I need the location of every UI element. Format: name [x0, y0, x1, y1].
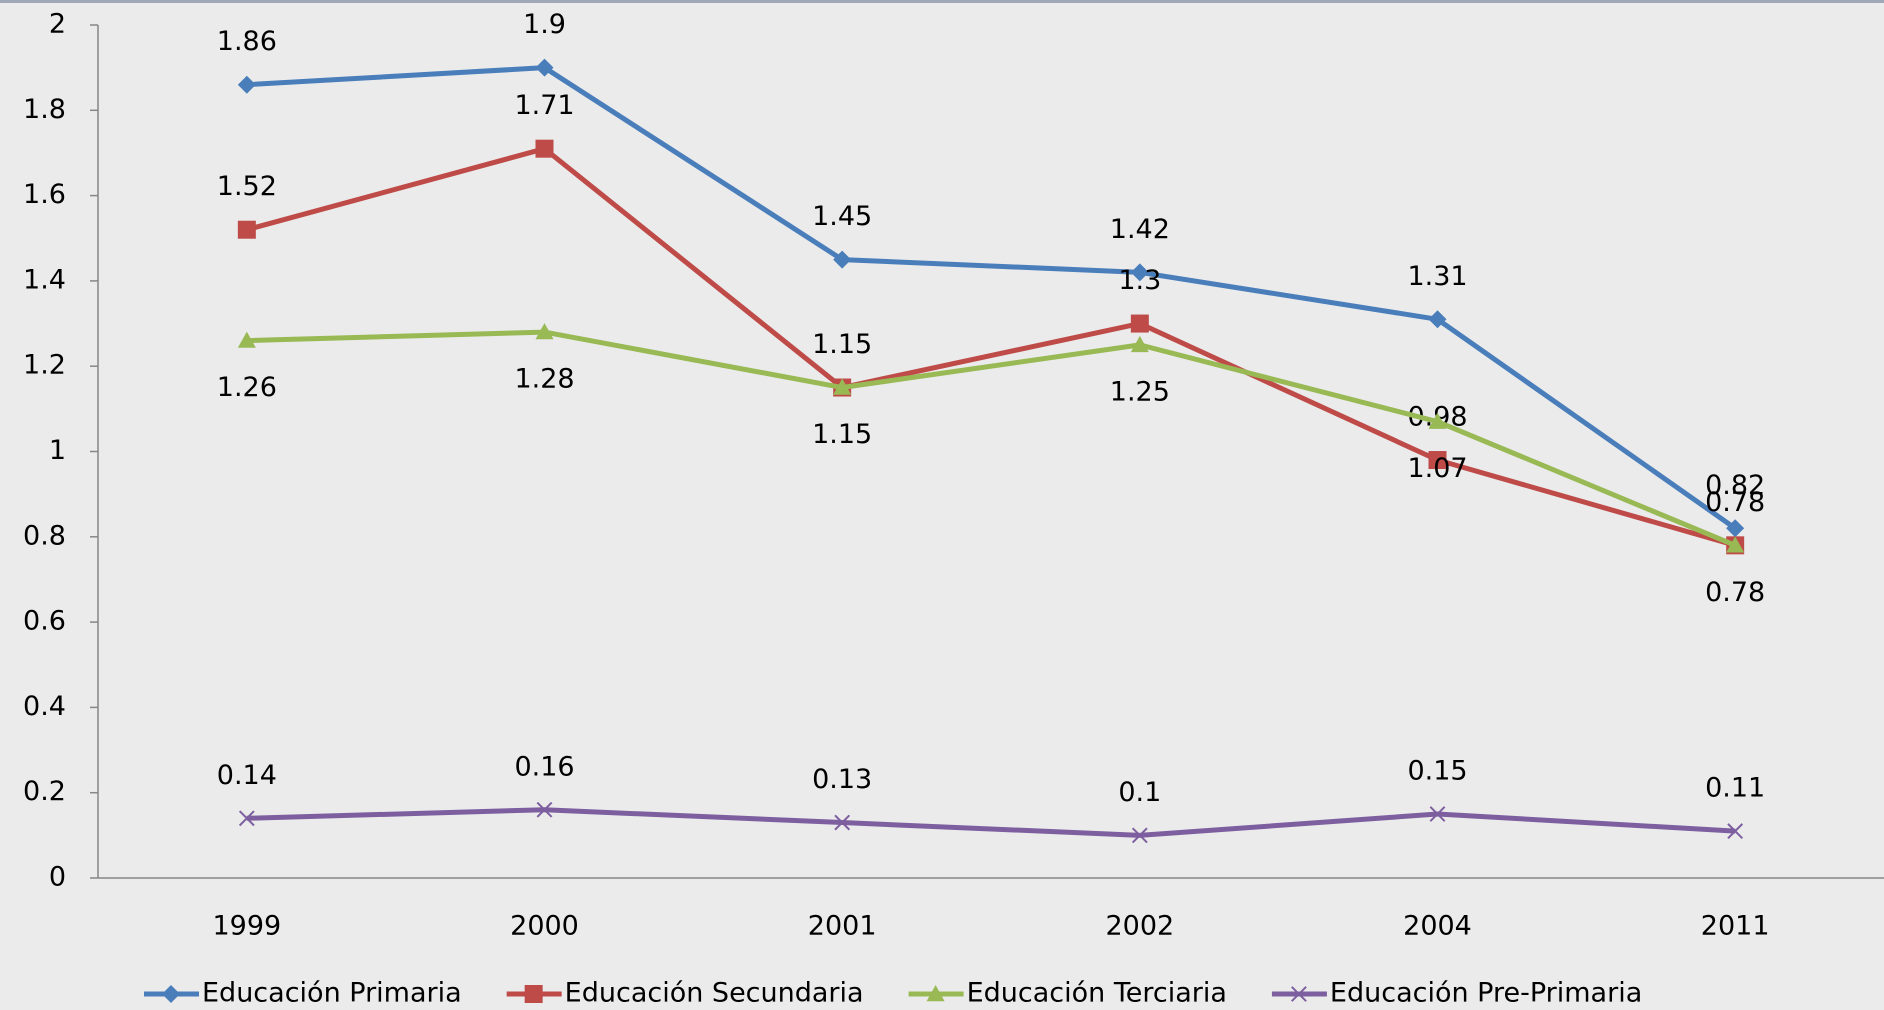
legend-label: Educación Secundaria — [565, 978, 864, 1009]
data-label: 0.78 — [1705, 577, 1765, 608]
marker — [535, 139, 554, 158]
x-tick-label: 2000 — [510, 911, 579, 942]
marker — [1428, 412, 1447, 429]
y-tick-label: 0.6 — [23, 606, 66, 637]
legend-label: Educación Terciaria — [967, 978, 1227, 1009]
marker — [535, 323, 554, 340]
data-label: 1.28 — [514, 364, 574, 395]
series-line — [246, 807, 1736, 838]
marker — [1291, 986, 1307, 1002]
marker — [1131, 827, 1148, 844]
data-label: 0.14 — [217, 760, 277, 791]
data-label: 0.15 — [1407, 756, 1467, 787]
y-tick-label: 0.8 — [23, 520, 66, 551]
marker — [536, 801, 553, 818]
marker — [535, 58, 554, 77]
series-line — [246, 329, 1737, 548]
y-tick-label: 1.6 — [23, 179, 66, 210]
data-label: 0.11 — [1705, 773, 1765, 804]
y-tick-label: 2 — [49, 9, 66, 40]
data-label: 1.07 — [1407, 453, 1467, 484]
data-label: 1.9 — [523, 9, 566, 40]
legend-label: Educación Pre-Primaria — [1330, 978, 1642, 1009]
data-label: 1.15 — [812, 329, 872, 360]
top-border — [0, 0, 1884, 3]
marker — [1727, 823, 1744, 839]
marker — [1428, 451, 1447, 470]
y-tick-label: 1.4 — [23, 264, 66, 295]
y-tick-label: 0.2 — [23, 776, 66, 807]
data-label: 1.45 — [812, 201, 872, 232]
data-label: 1.52 — [217, 171, 277, 202]
data-label: 0.78 — [1705, 487, 1765, 518]
marker — [1130, 335, 1149, 353]
marker — [1726, 519, 1745, 538]
data-label: 0.1 — [1118, 777, 1161, 808]
marker — [833, 378, 852, 395]
data-label: 0.16 — [514, 751, 574, 782]
data-label: 1.15 — [812, 419, 872, 450]
data-label: 1.42 — [1110, 214, 1170, 245]
y-tick-label: 0.4 — [23, 691, 66, 722]
marker — [1428, 310, 1447, 329]
marker — [834, 814, 851, 831]
data-label: 1.3 — [1118, 265, 1161, 296]
marker — [237, 220, 256, 239]
marker — [1726, 536, 1745, 553]
marker — [926, 985, 945, 1002]
y-tick-label: 1.2 — [23, 350, 66, 381]
x-tick-label: 2001 — [808, 911, 877, 942]
y-tick-label: 1.8 — [23, 94, 66, 125]
data-label: 1.31 — [1407, 261, 1467, 292]
y-tick-label: 1 — [49, 435, 66, 466]
data-label: 0.82 — [1705, 470, 1765, 501]
series-line — [246, 146, 1736, 548]
data-label: 1.25 — [1110, 376, 1170, 407]
marker — [1130, 314, 1149, 333]
x-tick-label: 2002 — [1105, 911, 1174, 942]
legend-label: Educación Primaria — [202, 978, 462, 1009]
marker — [162, 985, 180, 1003]
marker — [237, 75, 256, 94]
data-label: 1.86 — [217, 26, 277, 57]
data-label: 1.71 — [514, 90, 574, 121]
marker — [1130, 263, 1149, 282]
y-tick-label: 0 — [49, 862, 66, 893]
marker — [238, 810, 255, 827]
data-label: 0.13 — [812, 764, 872, 795]
data-label: 1.26 — [217, 372, 277, 403]
x-tick-label: 2004 — [1403, 911, 1472, 942]
marker — [833, 250, 852, 269]
x-tick-label: 1999 — [212, 911, 281, 942]
marker — [237, 331, 256, 348]
marker — [524, 985, 543, 1003]
x-tick-label: 2011 — [1701, 911, 1770, 942]
legend: Educación Primaria Educación Secundaria Ed… — [144, 978, 1642, 1009]
series-line — [246, 65, 1737, 531]
marker — [1429, 806, 1446, 822]
